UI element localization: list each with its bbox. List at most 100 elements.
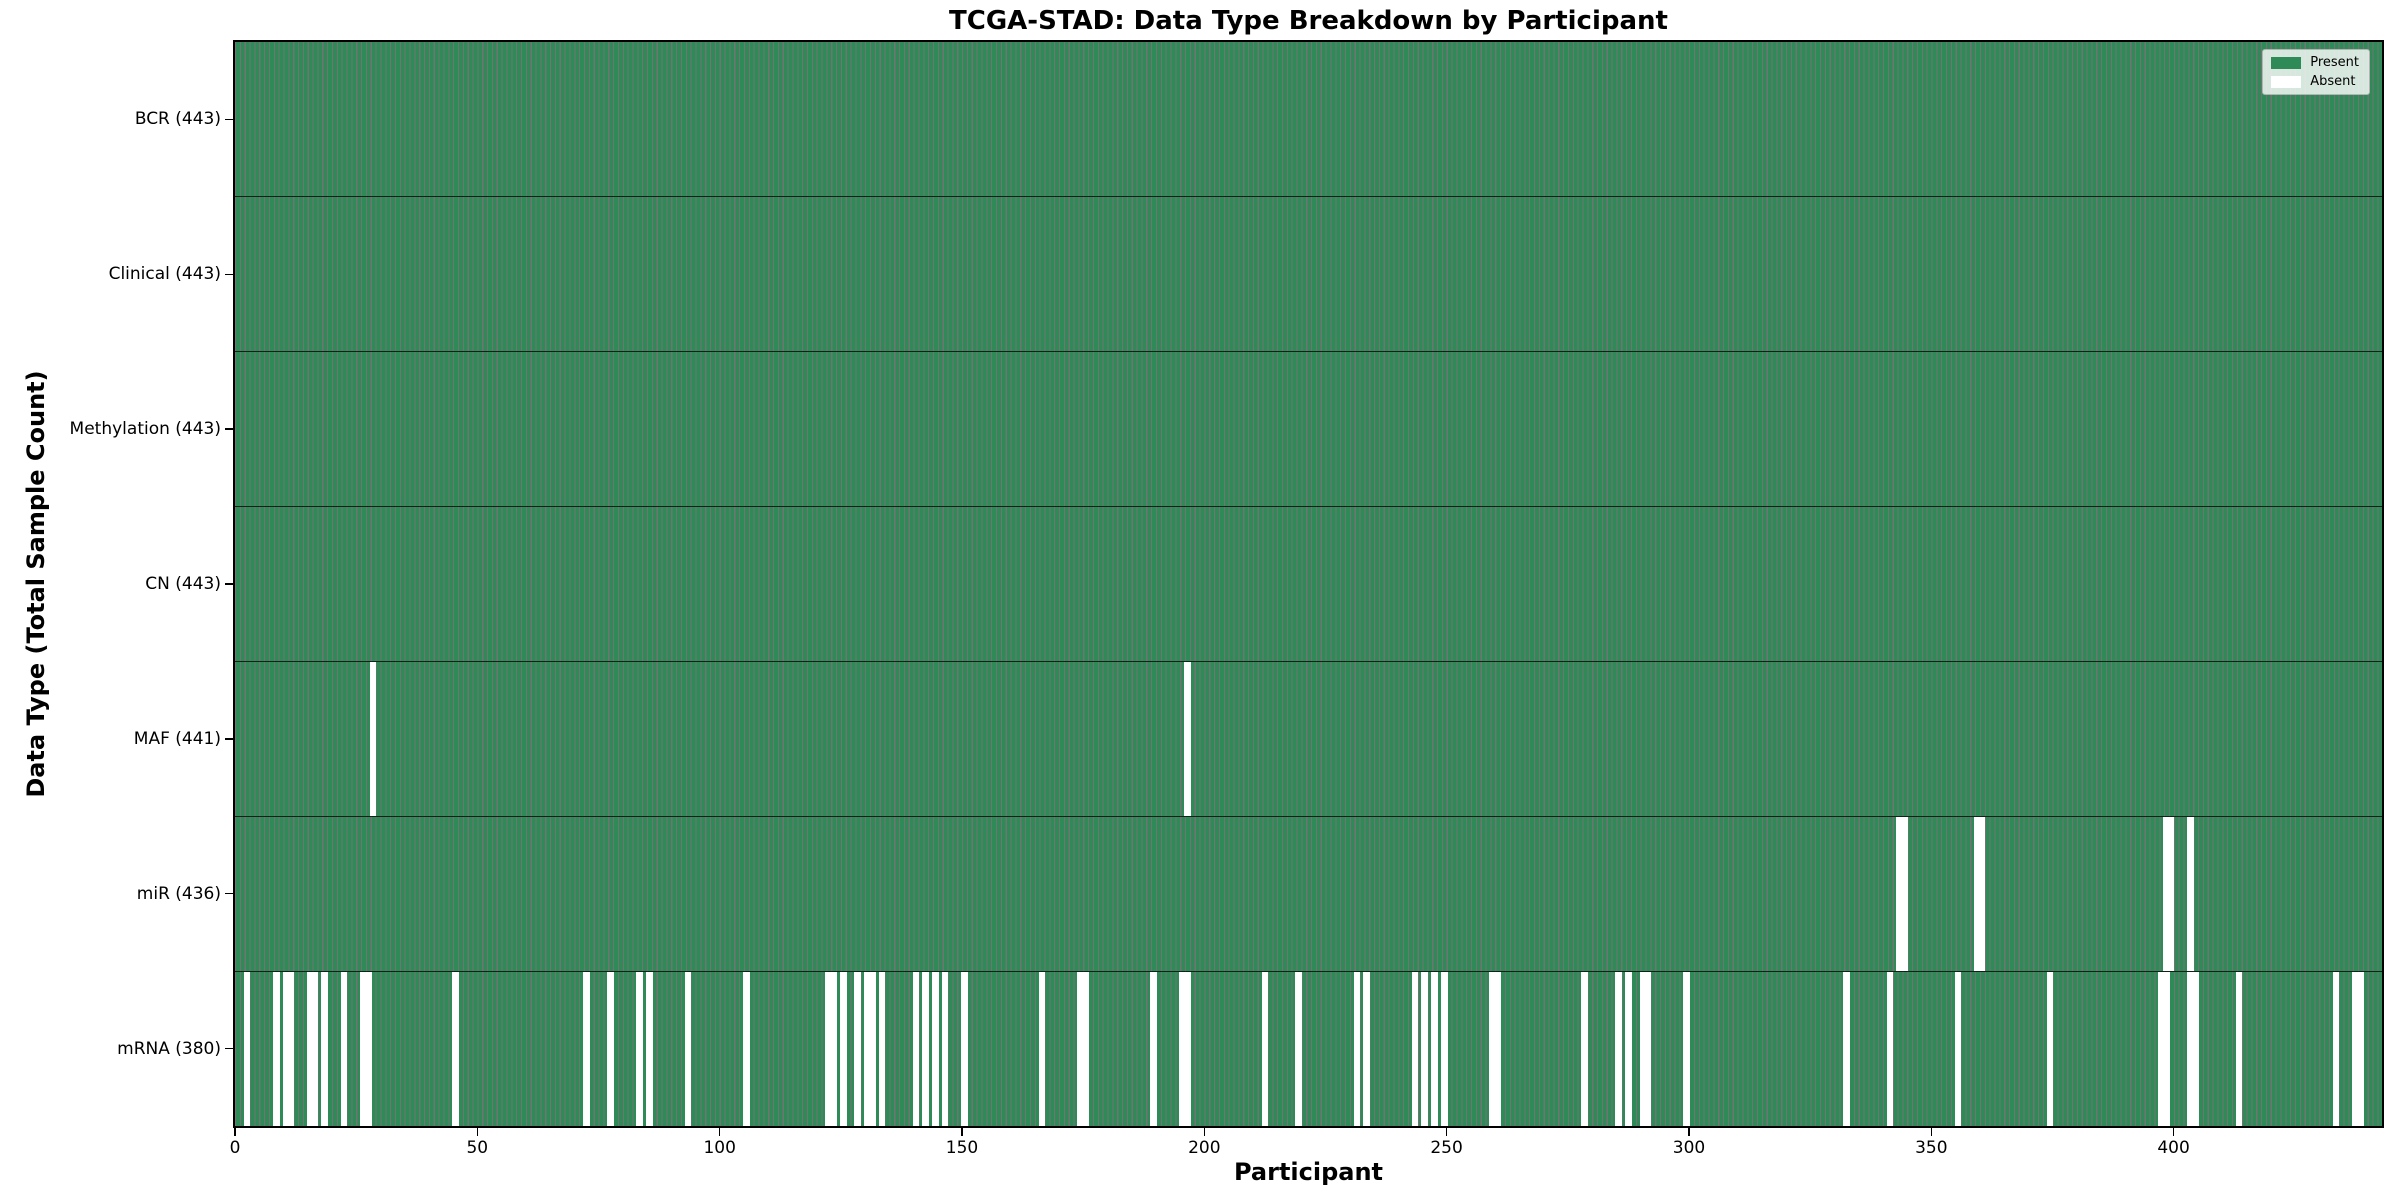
legend-entry-absent: Absent — [2271, 75, 2359, 88]
absent-bar — [2187, 972, 2194, 1126]
absent-bar — [742, 972, 750, 1126]
absent-bar — [1901, 817, 1908, 971]
absent-bar — [932, 972, 939, 1126]
heatmap-row-methylation — [235, 351, 2382, 506]
absent-bar — [2352, 972, 2359, 1126]
absent-bar — [2356, 972, 2364, 1126]
absent-bar — [1489, 972, 1496, 1126]
absent-bar — [854, 972, 862, 1126]
absent-bar — [2163, 817, 2170, 971]
absent-bar — [1082, 972, 1089, 1126]
absent-bar — [1978, 817, 1986, 971]
absent-bar — [941, 972, 949, 1126]
absent-bar — [1353, 972, 1361, 1126]
absent-bar — [2158, 972, 2165, 1126]
heatmap-row-mrna — [235, 971, 2382, 1126]
absent-bar — [961, 972, 968, 1126]
absent-bar — [1973, 817, 1981, 971]
absent-bar — [1038, 972, 1046, 1126]
legend-entry-present: Present — [2271, 56, 2359, 69]
absent-bar — [1411, 972, 1419, 1126]
y-tick-label-clinical: Clinical (443) — [108, 264, 221, 285]
absent-bar — [636, 972, 643, 1126]
x-tick-mark — [1445, 1128, 1448, 1136]
x-tick-mark — [1203, 1128, 1206, 1136]
heatmap-row-mir — [235, 816, 2382, 971]
legend-swatch-present-icon — [2271, 56, 2302, 69]
absent-bar — [1440, 972, 1448, 1126]
absent-bar — [583, 972, 590, 1126]
legend-label-absent: Absent — [2310, 74, 2356, 89]
absent-bar — [1077, 972, 1085, 1126]
absent-bar — [825, 972, 832, 1126]
absent-bar — [1363, 972, 1370, 1126]
absent-bar — [1886, 972, 1894, 1126]
x-tick-label-0: 0 — [229, 1138, 241, 1158]
absent-bar — [2235, 972, 2243, 1126]
x-tick-mark — [234, 1128, 236, 1136]
absent-bar — [868, 972, 876, 1126]
x-tick-label-400: 400 — [2157, 1138, 2190, 1158]
absent-bar — [2046, 972, 2054, 1126]
legend-swatch-absent-icon — [2271, 75, 2302, 88]
y-tick-mark — [225, 118, 233, 121]
absent-bar — [1494, 972, 1501, 1126]
x-axis-label: Participant — [1233, 1158, 1384, 1186]
absent-bar — [2163, 972, 2170, 1126]
y-axis-label: Data Type (Total Sample Count) — [22, 370, 50, 798]
heatmap-row-maf — [235, 661, 2382, 816]
y-tick-mark — [225, 892, 233, 895]
x-tick-mark — [1688, 1128, 1690, 1136]
x-tick-label-350: 350 — [1915, 1138, 1948, 1158]
absent-bar — [1683, 972, 1690, 1126]
heatmap-row-clinical — [235, 196, 2382, 351]
absent-bar — [321, 972, 328, 1126]
y-tick-label-bcr: BCR (443) — [134, 109, 221, 130]
absent-bar — [2332, 972, 2340, 1126]
absent-bar — [684, 972, 692, 1126]
x-tick-label-200: 200 — [1188, 1138, 1221, 1158]
y-tick-label-mir: miR (436) — [136, 883, 221, 904]
absent-bar — [839, 972, 847, 1126]
absent-bar — [272, 972, 280, 1126]
absent-bar — [2187, 817, 2194, 971]
absent-bar — [1150, 972, 1157, 1126]
absent-bar — [830, 972, 837, 1126]
absent-bar — [1896, 817, 1904, 971]
absent-bar — [1843, 972, 1850, 1126]
y-tick-mark — [225, 1047, 233, 1050]
legend-label-present: Present — [2310, 55, 2359, 70]
absent-bar — [1954, 972, 1962, 1126]
x-tick-label-100: 100 — [703, 1138, 736, 1158]
x-tick-label-300: 300 — [1672, 1138, 1706, 1158]
absent-bar — [878, 972, 886, 1126]
absent-bar — [360, 972, 367, 1126]
absent-bar — [1581, 972, 1589, 1126]
absent-bar — [340, 972, 348, 1126]
absent-bar — [2167, 817, 2175, 971]
y-tick-mark — [225, 428, 233, 430]
x-tick-mark — [2172, 1128, 2175, 1136]
absent-bar — [1431, 972, 1438, 1126]
absent-bar — [452, 972, 459, 1126]
x-tick-label-150: 150 — [945, 1138, 979, 1158]
absent-bar — [1261, 972, 1269, 1126]
plot-area: Present Absent — [233, 40, 2384, 1128]
absent-bar — [1295, 972, 1303, 1126]
absent-bar — [364, 972, 372, 1126]
absent-bar — [912, 972, 920, 1126]
absent-bar — [1421, 972, 1429, 1126]
x-tick-label-250: 250 — [1430, 1138, 1463, 1158]
absent-bar — [1644, 972, 1652, 1126]
absent-bar — [864, 972, 871, 1126]
absent-bar — [1184, 662, 1191, 816]
heatmap-row-bcr — [235, 42, 2382, 196]
absent-bar — [1184, 972, 1191, 1126]
y-tick-mark — [225, 273, 233, 276]
absent-bar — [2192, 972, 2199, 1126]
absent-bar — [1179, 972, 1186, 1126]
y-tick-mark — [225, 738, 233, 740]
absent-bar — [306, 972, 314, 1126]
y-tick-mark — [225, 583, 233, 585]
